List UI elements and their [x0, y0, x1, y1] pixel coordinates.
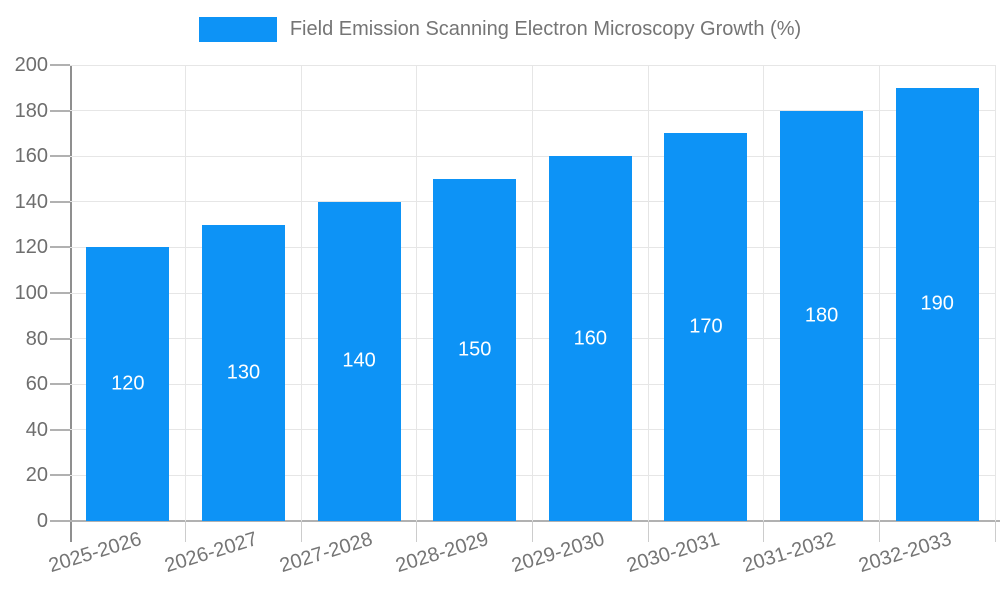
x-axis-tick-label: 2028-2029 [393, 528, 492, 578]
x-axis-tick-mark [532, 521, 533, 542]
y-axis-tick-label: 200 [14, 54, 48, 76]
bar-2032-2033[interactable]: 190 [895, 87, 979, 521]
bar-2030-2031[interactable]: 170 [664, 133, 748, 521]
y-axis-tick-mark [50, 520, 70, 522]
x-gridline [185, 65, 187, 521]
bar-value-label: 120 [111, 372, 145, 395]
y-axis-tick-label: 100 [14, 282, 48, 304]
bar-value-label: 180 [804, 304, 839, 327]
x-gridline [300, 65, 302, 521]
bar-2025-2026[interactable]: 120 [86, 247, 170, 521]
x-axis-line [70, 520, 1000, 522]
bar-2026-2027[interactable]: 130 [201, 224, 285, 521]
x-axis-tick-label: 2032-2033 [855, 528, 954, 578]
plot-area: 120 130 140 150 160 170 180 190 [70, 64, 996, 521]
y-axis-tick-mark [50, 246, 70, 249]
y-axis-tick-mark [50, 474, 70, 477]
bar-value-label: 150 [458, 338, 492, 361]
x-axis-tick-label: 2029-2030 [508, 528, 607, 578]
bar-value-label: 140 [342, 349, 376, 372]
legend-label[interactable]: Field Emission Scanning Electron Microsc… [289, 18, 802, 40]
chart-legend: Field Emission Scanning Electron Microsc… [0, 17, 1000, 42]
legend-swatch[interactable] [198, 17, 277, 42]
x-axis-tick-label: 2031-2032 [740, 528, 838, 578]
y-axis-tick-label: 160 [14, 145, 48, 168]
y-axis-tick-mark [50, 337, 70, 340]
bar-2031-2032[interactable]: 180 [780, 110, 864, 521]
bar-value-label: 130 [226, 361, 261, 384]
bar-value-label: 170 [689, 315, 723, 338]
x-axis-tick-mark [416, 521, 418, 542]
y-axis-tick-label: 40 [25, 418, 48, 441]
y-axis-tick-mark [50, 64, 70, 66]
x-gridline [994, 65, 996, 521]
x-axis-tick-mark [647, 521, 649, 542]
y-axis-tick-label: 140 [14, 190, 48, 213]
y-axis-tick-label: 180 [14, 99, 48, 122]
y-axis-tick-label: 20 [25, 464, 48, 487]
x-gridline [647, 65, 649, 521]
y-axis-tick-label: 0 [36, 510, 48, 532]
bar-2027-2028[interactable]: 140 [317, 201, 401, 521]
x-axis-tick-mark [185, 521, 187, 542]
y-axis-tick-label: 60 [25, 373, 48, 396]
y-axis-line [70, 65, 72, 542]
bar-value-label: 160 [573, 327, 607, 350]
x-gridline [416, 65, 418, 521]
x-gridline [532, 65, 533, 521]
x-axis-tick-label: 2025-2026 [46, 528, 145, 578]
x-gridline [763, 65, 765, 521]
x-gridline [878, 65, 880, 521]
y-axis-tick-mark [50, 428, 70, 431]
x-axis-tick-mark [994, 521, 996, 542]
y-axis-tick-label: 80 [25, 327, 48, 350]
x-axis-tick-mark [878, 521, 880, 542]
y-axis-tick-mark [50, 383, 70, 386]
x-axis-tick-label: 2027-2028 [277, 528, 376, 578]
x-axis-tick-mark [763, 521, 765, 542]
y-axis-tick-mark [50, 109, 70, 112]
bar-2028-2029[interactable]: 150 [433, 179, 517, 521]
x-axis-tick-label: 2026-2027 [161, 528, 260, 578]
y-axis-tick-label: 120 [14, 236, 48, 259]
bar-value-label: 190 [920, 292, 954, 315]
x-axis-tick-mark [300, 521, 302, 542]
y-axis-tick-mark [50, 200, 70, 203]
y-axis-tick-mark [50, 292, 70, 294]
bar-2029-2030[interactable]: 160 [548, 156, 632, 521]
x-axis-tick-label: 2030-2031 [624, 528, 723, 578]
y-axis-tick-mark [50, 155, 70, 158]
